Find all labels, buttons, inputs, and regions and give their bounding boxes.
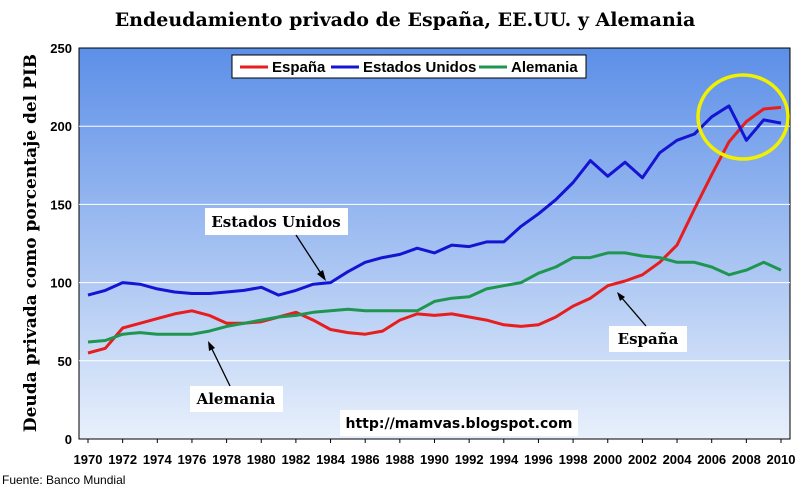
y-axis: 0 50 100 150 200 250 [50, 41, 72, 447]
y-tick-250: 250 [50, 41, 72, 56]
watermark-url-text: http://mamvas.blogspot.com [346, 416, 573, 432]
legend-alemania: Alemania [511, 59, 578, 76]
x-tick-2010: 2010 [767, 452, 796, 467]
plot-area [78, 47, 791, 440]
annotation-alemania-text: Alemania [196, 390, 276, 408]
y-tick-150: 150 [50, 197, 72, 212]
x-tick-1974: 1974 [143, 452, 173, 467]
series-line-estados-unidos [87, 104, 782, 297]
series-line-espana [87, 105, 782, 355]
x-tick-1992: 1992 [455, 452, 484, 467]
legend: España Estados Unidos Alemania [231, 54, 587, 79]
annotation-espana: España [609, 292, 687, 352]
annotation-espana-text: España [618, 330, 679, 348]
annotation-estados-unidos-text: Estados Unidos [211, 213, 340, 231]
y-tick-200: 200 [50, 119, 72, 134]
x-tick-1978: 1978 [212, 452, 241, 467]
x-tick-1982: 1982 [281, 452, 310, 467]
series-lines [87, 104, 782, 355]
annotation-alemania: Alemania [190, 341, 283, 412]
x-tick-1980: 1980 [247, 452, 276, 467]
x-tick-2006: 2006 [697, 452, 726, 467]
annotation-estados-unidos: Estados Unidos [205, 208, 348, 281]
highlight-circle [696, 73, 790, 161]
legend-estados-unidos: Estados Unidos [363, 59, 476, 76]
x-tick-2008: 2008 [732, 452, 761, 467]
x-tick-2000: 2000 [593, 452, 622, 467]
x-tick-1990: 1990 [420, 452, 449, 467]
series-line-alemania [87, 251, 782, 344]
y-tick-0: 0 [65, 432, 72, 447]
x-tick-1970: 1970 [74, 452, 103, 467]
x-tick-1998: 1998 [559, 452, 588, 467]
gridlines [79, 125, 790, 362]
y-tick-100: 100 [50, 276, 72, 291]
source-note: Fuente: Banco Mundial [2, 473, 125, 487]
x-axis: 1970 1972 1974 1976 1978 1980 1982 1984 1986 1988… [74, 439, 796, 467]
x-tick-1976: 1976 [177, 452, 206, 467]
x-tick-2002: 2002 [628, 452, 657, 467]
watermark-url: http://mamvas.blogspot.com [340, 410, 578, 436]
chart-title: Endeudamiento privado de España, EE.UU. … [115, 9, 696, 31]
x-tick-1996: 1996 [524, 452, 553, 467]
x-tick-1994: 1994 [489, 452, 519, 467]
x-tick-1988: 1988 [385, 452, 414, 467]
x-tick-1984: 1984 [316, 452, 346, 467]
x-tick-2004: 2004 [663, 452, 693, 467]
y-axis-label: Deuda privada como porcentaje del PIB [21, 54, 41, 432]
x-tick-1986: 1986 [351, 452, 380, 467]
x-tick-1972: 1972 [108, 452, 137, 467]
legend-espana: España [272, 59, 326, 76]
y-tick-50: 50 [58, 354, 72, 369]
